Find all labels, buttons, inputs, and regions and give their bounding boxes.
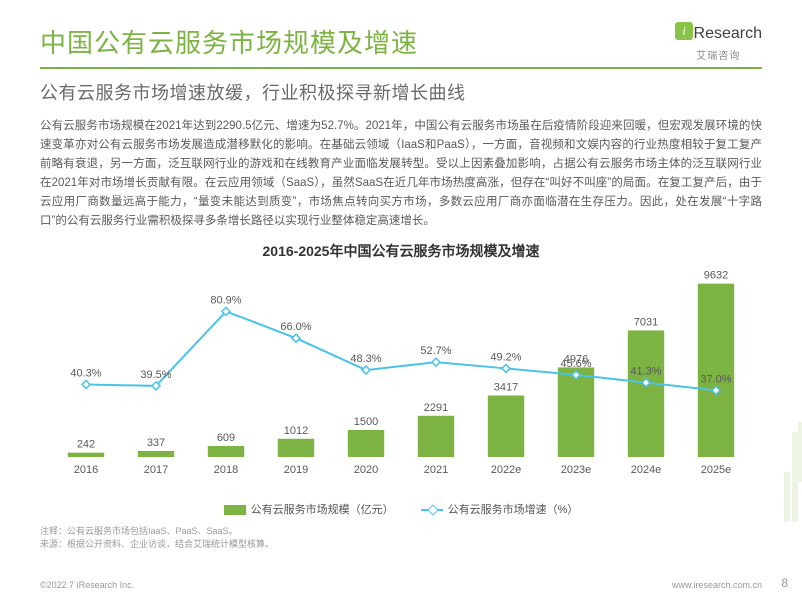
x-axis-label: 2017 [144,464,168,476]
footnote-note: 注释：公有云服务市场包括IaaS、PaaS、SaaS。 [40,525,762,538]
bar-value-label: 9632 [704,270,728,282]
chart-svg: 242 2016 337 2017 609 2018 1012 2019 1500 2020 229… [41,267,761,497]
footer: ©2022.7 iResearch Inc. www.iresearch.com… [40,580,762,590]
bar-value-label: 242 [77,439,95,451]
logo-letter-glyph: i [682,23,686,38]
line-value-label: 48.3% [350,353,381,365]
chart-legend: 公有云服务市场规模（亿元） 公有云服务市场增速（%） [40,501,762,517]
logo-mark: i [675,22,693,45]
bar-value-label: 7031 [634,316,658,328]
legend-line-swatch [421,509,443,511]
bar [418,416,454,457]
bar-value-label: 337 [147,437,165,449]
line-value-label: 66.0% [280,321,311,333]
bar [138,451,174,457]
line-value-label: 41.3% [630,366,661,378]
page-title: 中国公有云服务市场规模及增速 [40,28,762,59]
line-marker [82,380,90,388]
x-axis-label: 2020 [354,464,378,476]
x-axis-label: 2021 [424,464,448,476]
bar-value-label: 609 [217,432,235,444]
bar-value-label: 1012 [284,425,308,437]
x-axis-label: 2025e [701,464,732,476]
line-value-label: 37.0% [700,373,731,385]
bar [558,367,594,457]
logo-text: Research [694,25,762,43]
page-number: 8 [781,576,788,590]
bar [698,284,734,457]
line-value-label: 39.5% [140,369,171,381]
title-divider [40,67,762,69]
line-value-label: 52.7% [420,345,451,357]
x-axis-label: 2024e [631,464,662,476]
legend-bar-label: 公有云服务市场规模（亿元） [251,504,394,516]
bar [208,446,244,457]
bar-value-label: 3417 [494,381,518,393]
bar [348,430,384,457]
line-marker [502,364,510,372]
slide: i Research 艾瑞咨询 中国公有云服务市场规模及增速 公有云服务市场增速… [0,0,802,602]
bar [488,395,524,457]
bar [278,439,314,457]
side-decoration [782,382,802,522]
line-value-label: 49.2% [490,351,521,363]
line-marker [292,334,300,342]
line-value-label: 45.6% [560,358,591,370]
logo-subtext: 艾瑞咨询 [675,47,762,62]
legend-bar: 公有云服务市场规模（亿元） [224,501,394,517]
page-subtitle: 公有云服务市场增速放缓，行业积极探寻新增长曲线 [40,79,762,105]
combo-chart: 242 2016 337 2017 609 2018 1012 2019 1500 2020 229… [41,267,761,497]
x-axis-label: 2018 [214,464,238,476]
bar [68,453,104,457]
copyright: ©2022.7 iResearch Inc. [40,580,134,590]
legend-line-label: 公有云服务市场增速（%） [448,504,579,516]
legend-bar-swatch [224,505,246,515]
x-axis-label: 2022e [491,464,522,476]
line-value-label: 80.9% [210,294,241,306]
bar [628,330,664,457]
footnotes: 注释：公有云服务市场包括IaaS、PaaS、SaaS。 来源：根据公开资料、企业… [40,525,762,550]
growth-line [86,311,716,390]
line-value-label: 40.3% [70,367,101,379]
line-marker [432,358,440,366]
bar-value-label: 1500 [354,416,378,428]
legend-line: 公有云服务市场增速（%） [421,501,579,517]
footer-url: www.iresearch.com.cn [672,580,762,590]
line-marker [362,366,370,374]
x-axis-label: 2019 [284,464,308,476]
x-axis-label: 2023e [561,464,592,476]
footnote-source: 来源：根据公开资料、企业访谈，结合艾瑞统计模型核算。 [40,538,762,551]
body-paragraph: 公有云服务市场规模在2021年达到2290.5亿元、增速为52.7%。2021年… [40,117,762,231]
brand-logo: i Research 艾瑞咨询 [675,22,762,62]
bar-value-label: 2291 [424,402,448,414]
chart-title: 2016-2025年中国公有云服务市场规模及增速 [40,241,762,261]
x-axis-label: 2016 [74,464,98,476]
